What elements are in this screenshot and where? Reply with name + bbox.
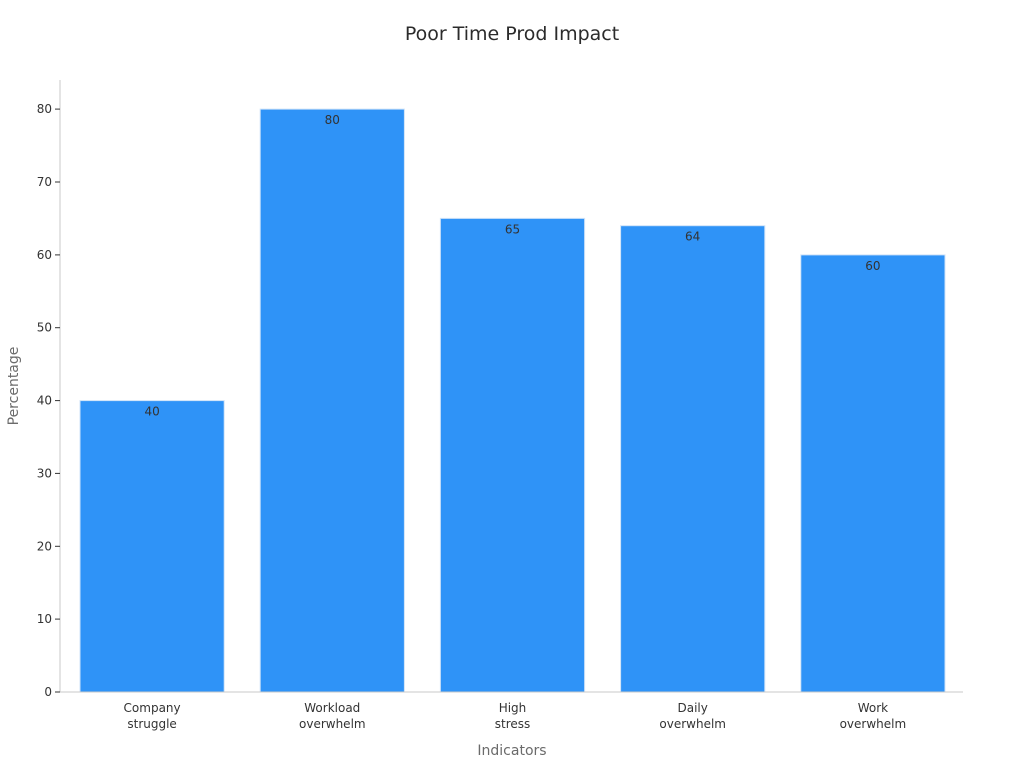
data-label: 65	[505, 222, 520, 236]
y-tick-label: 70	[37, 175, 52, 189]
data-label: 60	[865, 259, 880, 273]
y-axis-label: Percentage	[6, 347, 22, 426]
x-tick-label: Daily overwhelm	[659, 701, 726, 731]
y-tick-label: 30	[37, 466, 52, 480]
x-axis-label: Indicators	[477, 743, 546, 759]
bar	[439, 217, 586, 693]
y-tick-label: 0	[44, 685, 52, 699]
bar	[79, 400, 225, 693]
bars-group	[79, 108, 946, 693]
data-label: 40	[144, 405, 159, 419]
x-tick-label: High stress	[495, 701, 531, 731]
y-tick-label: 10	[37, 612, 52, 626]
data-labels-group: 40 80 65 64 60	[144, 113, 880, 419]
y-ticks-group: 0 10 20 30 40 50 60 70 80	[37, 102, 60, 699]
x-tick-label: Work overwhelm	[840, 701, 907, 731]
y-tick-label: 80	[37, 102, 52, 116]
y-tick-label: 60	[37, 248, 52, 262]
y-tick-label: 20	[37, 539, 52, 553]
x-ticks-group: Company struggle Workload overwhelm High stre…	[124, 701, 907, 731]
y-tick-label: 40	[37, 394, 52, 408]
bar	[800, 254, 946, 693]
x-tick-label: Company struggle	[124, 701, 181, 731]
x-tick-label: Workload overwhelm	[299, 701, 366, 731]
chart-title: Poor Time Prod Impact	[405, 23, 619, 45]
data-label: 80	[325, 113, 340, 127]
bar	[620, 225, 766, 693]
data-label: 64	[685, 230, 700, 244]
y-tick-label: 50	[37, 321, 52, 335]
bar	[259, 108, 405, 693]
